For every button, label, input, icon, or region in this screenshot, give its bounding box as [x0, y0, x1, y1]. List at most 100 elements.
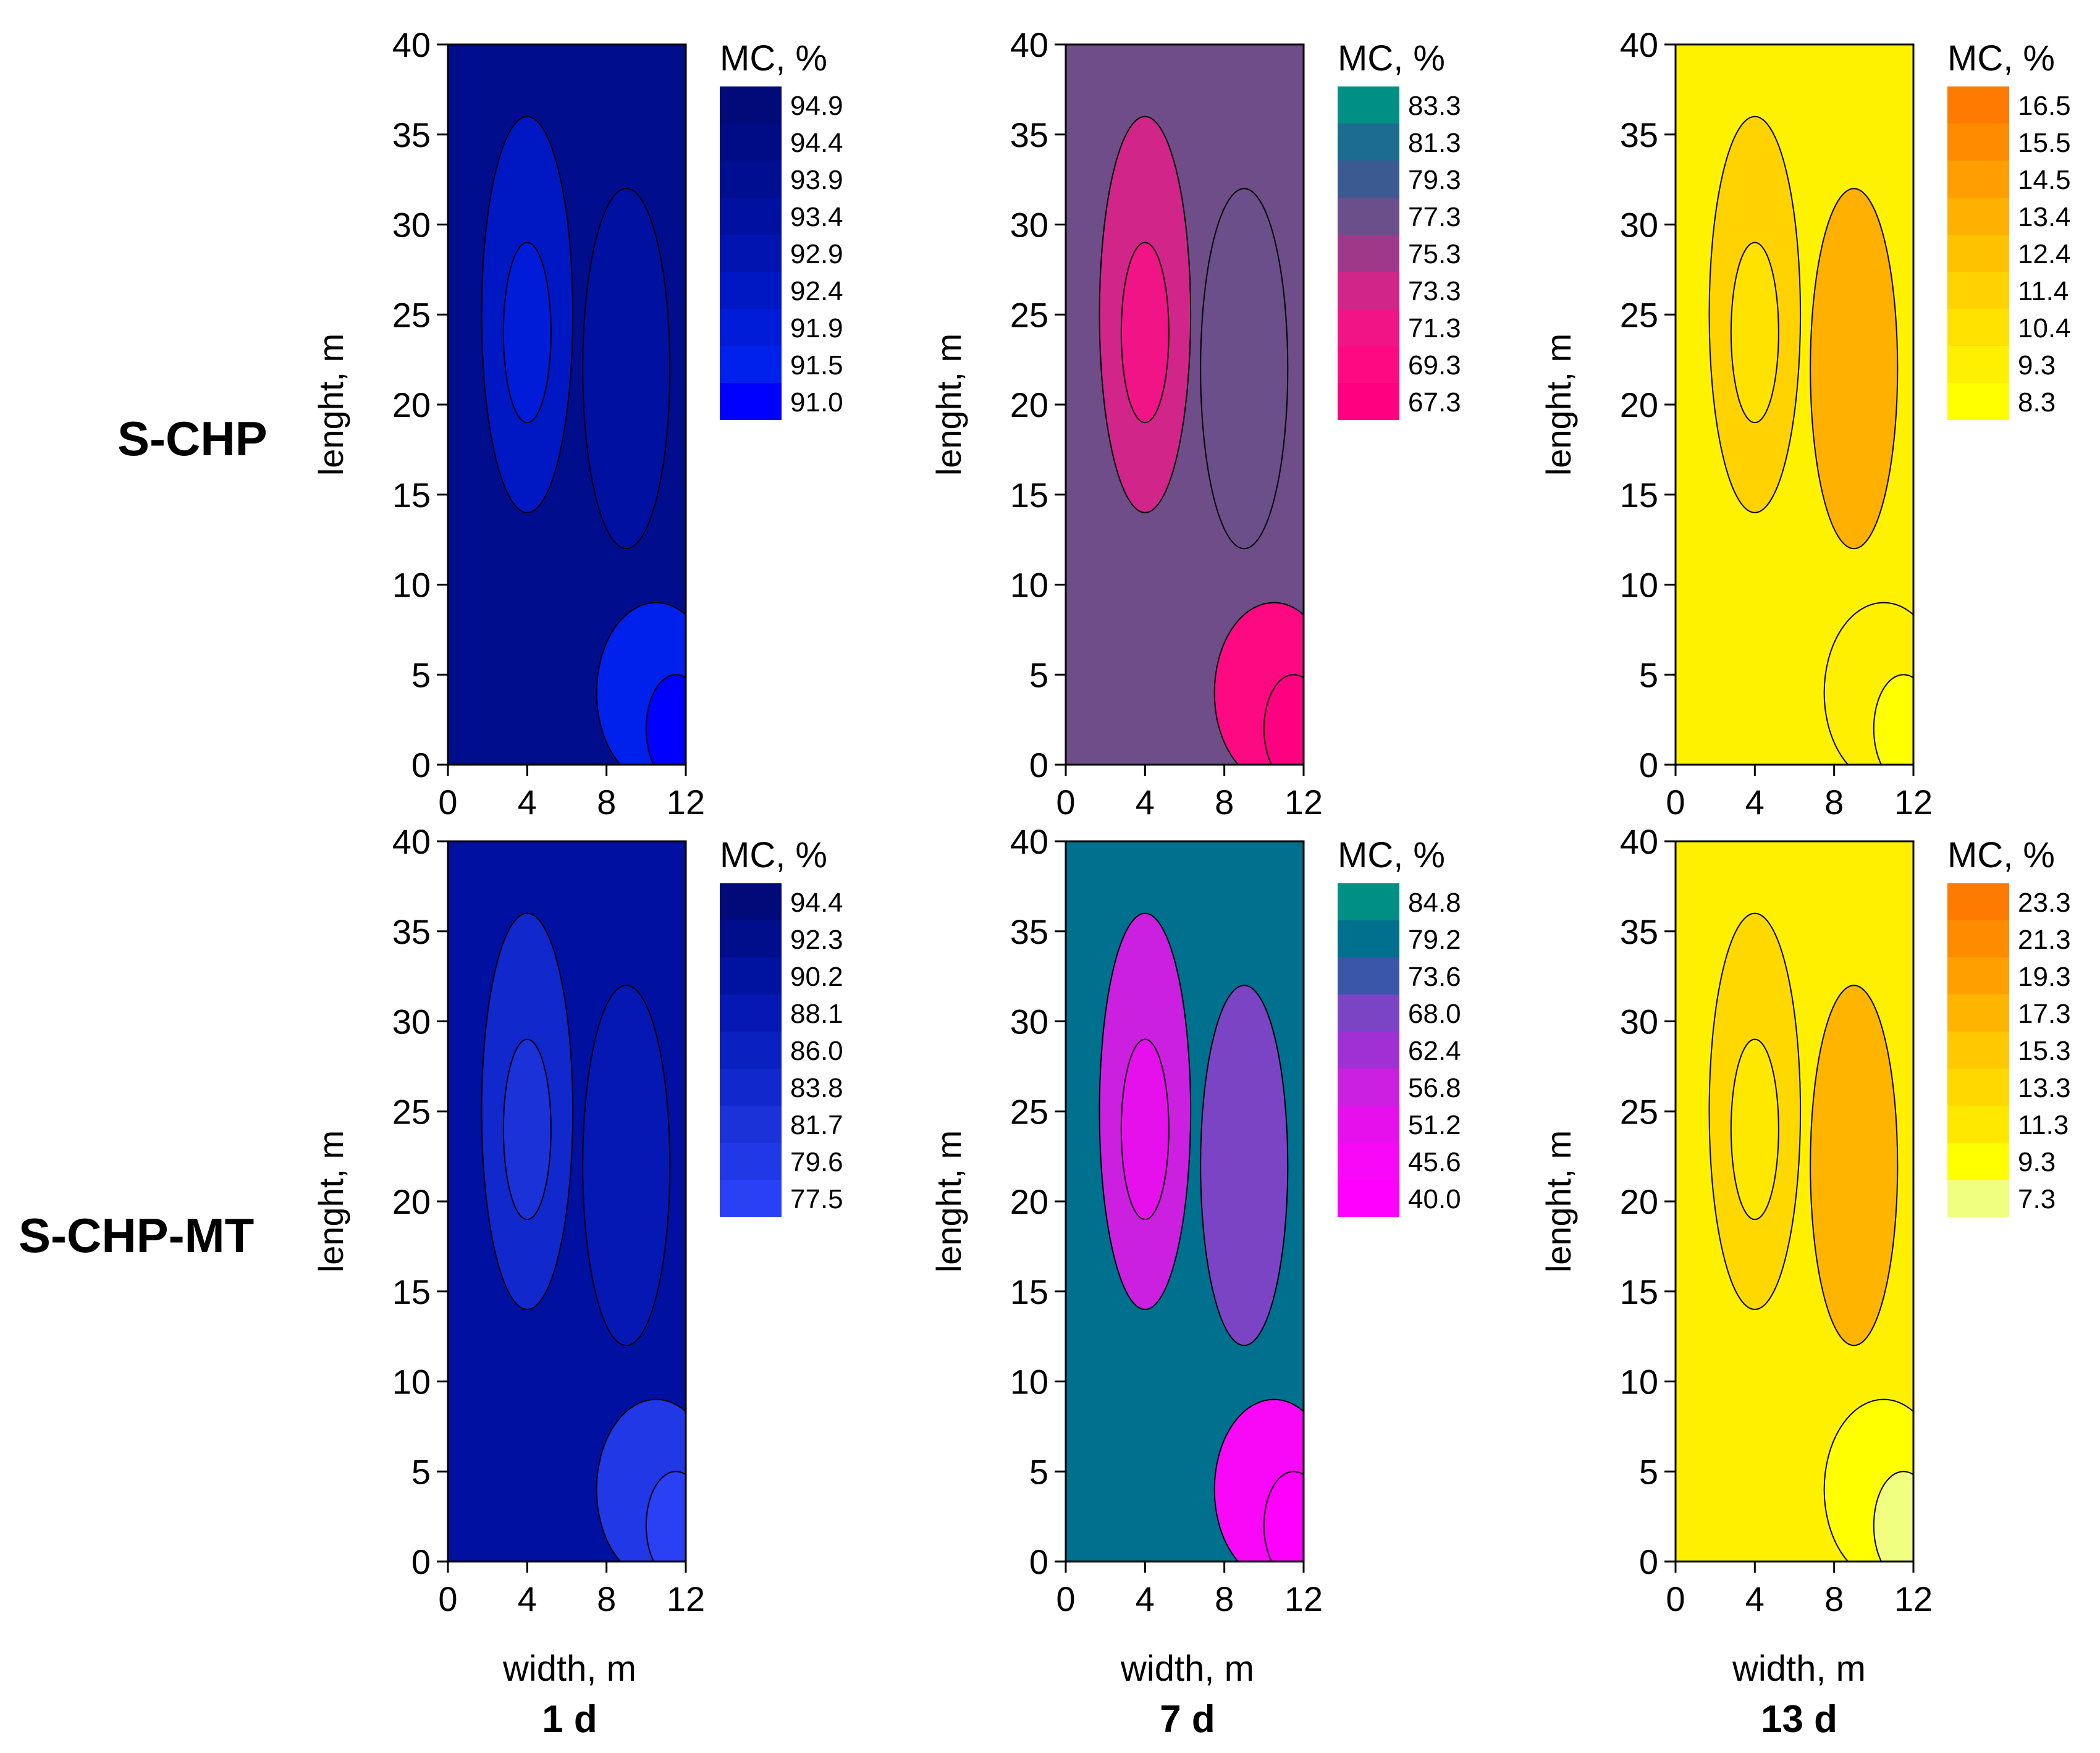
contour-region [1120, 1038, 1170, 1221]
legend-swatch [1947, 1106, 2009, 1143]
contour-region [1263, 674, 1304, 765]
contour-region [582, 188, 671, 550]
chart-panel-5: 0 4 8 12 0 5 10 15 20 25 30 35 40 lenght, m MC, % 84.8 7… [929, 822, 1461, 1618]
x-tick-label: 4 [518, 1579, 537, 1618]
legend-level-label: 9.3 [2018, 1147, 2056, 1177]
x-tick-label: 4 [1136, 783, 1155, 822]
legend-level-label: 81.3 [1408, 128, 1461, 158]
legend-level-label: 16.5 [2018, 91, 2071, 121]
chart-panel-2: 0 4 8 12 0 5 10 15 20 25 30 35 40 lenght, m MC, % 83.3 8… [929, 25, 1461, 822]
legend-swatch [720, 1032, 782, 1069]
y-tick-label: 0 [1639, 746, 1658, 784]
legend-swatch [1338, 1106, 1399, 1143]
legend-level-label: 83.8 [790, 1073, 843, 1103]
y-tick-label: 35 [392, 116, 431, 154]
legend-swatch [1338, 994, 1399, 1032]
x-tick-label: 8 [1215, 1579, 1234, 1618]
y-tick-label: 35 [1620, 116, 1658, 154]
x-tick-label: 4 [1136, 1579, 1155, 1618]
legend-swatch [1338, 1180, 1399, 1217]
y-tick-label: 0 [1029, 1542, 1048, 1581]
legend-level-label: 94.4 [790, 128, 843, 158]
legend-level-label: 91.9 [790, 313, 843, 343]
legend-swatch [1947, 920, 2009, 957]
contour-regions [1708, 116, 1913, 765]
contour-region [1810, 188, 1899, 550]
contour-region [1730, 242, 1779, 424]
y-tick-label: 10 [392, 566, 431, 605]
legend-swatch [1338, 161, 1399, 198]
y-tick-label: 35 [392, 912, 431, 951]
legend-level-label: 69.3 [1408, 350, 1461, 380]
y-tick-label: 10 [1620, 1363, 1658, 1402]
y-tick-label: 20 [392, 1182, 431, 1221]
y-tick-label: 20 [1010, 1182, 1048, 1221]
legend-level-label: 23.3 [2018, 888, 2071, 918]
y-tick-label: 25 [1620, 1092, 1658, 1131]
contour-regions [1708, 912, 1913, 1562]
y-tick-label: 25 [392, 295, 431, 334]
x-tick-label: 12 [667, 783, 705, 822]
x-tick-label: 4 [1745, 1579, 1765, 1618]
legend-swatch [720, 235, 782, 272]
legend-swatch [1947, 198, 2009, 235]
legend-level-label: 91.0 [790, 387, 843, 418]
x-axis-label-col2: width, m [1121, 1649, 1254, 1689]
y-tick-label: 10 [1010, 1363, 1048, 1402]
legend-level-label: 15.5 [2018, 128, 2071, 158]
y-tick-label: 20 [1620, 385, 1658, 424]
legend-level-label: 9.3 [2018, 350, 2056, 380]
y-tick-label: 10 [1620, 566, 1658, 605]
y-tick-label: 10 [1010, 566, 1048, 605]
y-axis-label: lenght, m [1539, 1130, 1578, 1272]
legend-swatch [1338, 86, 1399, 124]
legend-level-label: 67.3 [1408, 387, 1461, 418]
legend-swatch [1947, 124, 2009, 161]
y-tick-label: 15 [392, 476, 431, 515]
legend-level-label: 93.4 [790, 202, 843, 232]
legend-level-label: 79.2 [1408, 925, 1461, 955]
x-tick-label: 8 [1215, 783, 1234, 822]
contour-region [1873, 674, 1913, 765]
legend-swatch [720, 957, 782, 994]
legend-level-label: 71.3 [1408, 313, 1461, 343]
x-axis-label-col1: width, m [503, 1649, 636, 1689]
legend-level-label: 19.3 [2018, 962, 2071, 992]
legend-swatch [720, 1180, 782, 1217]
x-tick-label: 0 [1056, 1579, 1075, 1618]
y-tick-label: 20 [1010, 385, 1048, 424]
y-axis-label: lenght, m [929, 1130, 968, 1272]
x-tick-label: 12 [1284, 783, 1323, 822]
y-axis-label: lenght, m [929, 334, 968, 476]
y-tick-label: 15 [1010, 1272, 1048, 1311]
y-tick-label: 35 [1010, 116, 1048, 154]
legend-swatch [1947, 1143, 2009, 1180]
column-label-7d: 7 d [1160, 1698, 1215, 1741]
legend-level-label: 15.3 [2018, 1036, 2071, 1066]
y-tick-label: 25 [392, 1092, 431, 1131]
legend-title: MC, % [720, 38, 827, 78]
x-tick-label: 8 [597, 783, 616, 822]
contour-region [1873, 1471, 1913, 1562]
legend-level-label: 92.9 [790, 239, 843, 269]
y-tick-label: 15 [1010, 476, 1048, 515]
y-tick-label: 35 [1010, 912, 1048, 951]
x-tick-label: 0 [438, 783, 457, 822]
legend-swatch [1338, 272, 1399, 309]
x-tick-label: 8 [1824, 783, 1844, 822]
legend-swatch [720, 198, 782, 235]
y-tick-label: 15 [1620, 476, 1658, 515]
x-tick-label: 0 [1666, 783, 1685, 822]
legend-level-label: 73.6 [1408, 962, 1461, 992]
y-axis-label: lenght, m [311, 1130, 350, 1272]
legend-swatch [1338, 235, 1399, 272]
legend-level-label: 79.6 [790, 1147, 843, 1177]
legend-level-label: 84.8 [1408, 888, 1461, 918]
column-label-13d: 13 d [1760, 1698, 1838, 1741]
y-tick-label: 40 [1620, 25, 1658, 64]
contour-regions [1098, 912, 1304, 1562]
y-tick-label: 40 [1620, 822, 1658, 861]
legend-swatch [720, 272, 782, 309]
x-tick-label: 0 [438, 1579, 457, 1618]
contour-region [1263, 1471, 1304, 1562]
